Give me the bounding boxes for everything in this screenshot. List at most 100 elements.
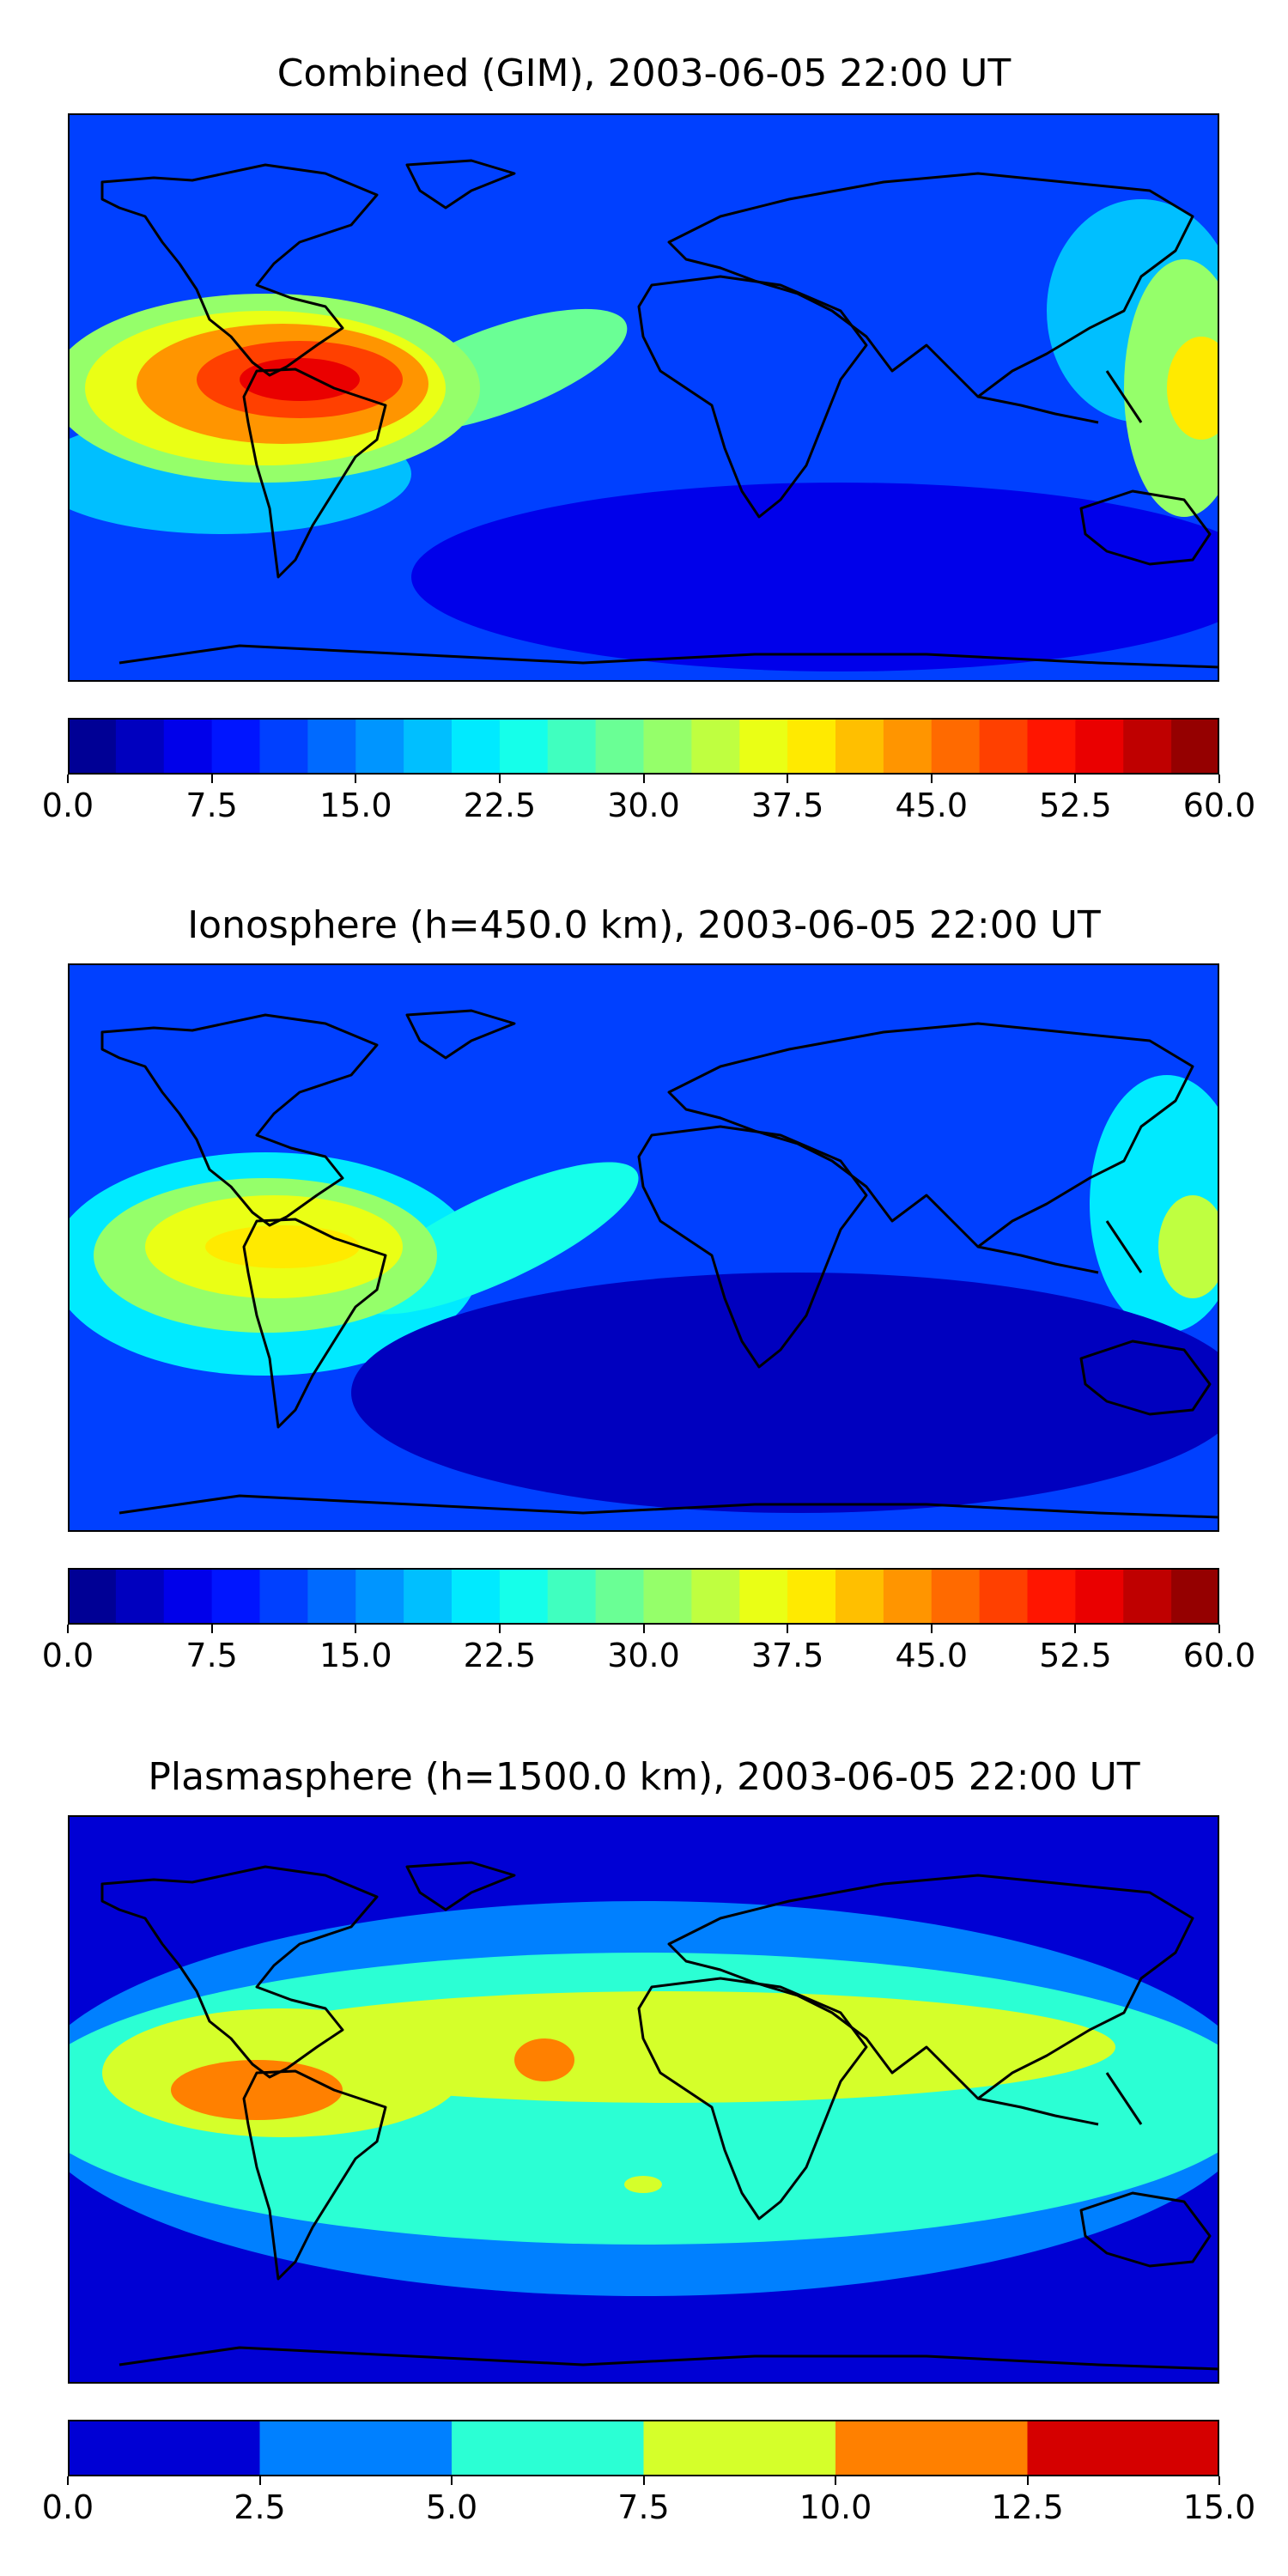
coastline-1 [242, 368, 387, 579]
colorbar-tick-label: 7.5 [185, 1637, 238, 1674]
coastline-5 [1079, 489, 1212, 566]
colorbar-segment-20 [1027, 718, 1076, 775]
colorbar-segment-4 [259, 1568, 308, 1625]
colorbar-segment-18 [931, 1568, 981, 1625]
coastline-1 [242, 2069, 387, 2281]
colorbar-segment-12 [643, 718, 692, 775]
colorbar-segment-10 [547, 1568, 597, 1625]
panel3-colorbar-svg [68, 2420, 1220, 2476]
coastline-8 [1105, 1220, 1143, 1273]
colorbar-tick-mark [67, 775, 69, 783]
colorbar-tick-mark [67, 1625, 69, 1633]
colorbar-segment-13 [691, 1568, 740, 1625]
coastline-5 [1079, 2191, 1212, 2268]
colorbar-tick-label: 7.5 [617, 2488, 670, 2526]
colorbar-segment-15 [787, 718, 836, 775]
coastline-8 [1105, 2072, 1143, 2125]
colorbar-segment-18 [931, 718, 981, 775]
contour-level-7-0 [351, 1273, 1219, 1513]
colorbar-tick-mark [498, 1625, 501, 1633]
colorbar-segment-23 [1171, 1568, 1220, 1625]
colorbar-segment-15 [787, 1568, 836, 1625]
colorbar-tick-mark [787, 775, 789, 783]
colorbar-tick-label: 37.5 [750, 787, 824, 824]
coastline-6 [118, 1494, 1219, 1519]
colorbar-segment-8 [452, 1568, 501, 1625]
colorbar-segment-8 [452, 718, 501, 775]
colorbar-tick-label: 37.5 [750, 1637, 824, 1674]
colorbar-segment-14 [739, 718, 788, 775]
map-frame [68, 113, 1219, 682]
colorbar-segment-17 [883, 718, 933, 775]
colorbar-tick-mark [1074, 775, 1077, 783]
colorbar-segment-1 [259, 2420, 453, 2476]
colorbar-tick-mark [642, 1625, 645, 1633]
colorbar-tick-mark [258, 2476, 261, 2485]
colorbar-segment-16 [835, 718, 884, 775]
colorbar-tick-mark [67, 2476, 69, 2485]
coastline-4 [637, 1977, 868, 2221]
colorbar-segment-3 [211, 1568, 260, 1625]
colorbar-segment-4 [835, 2420, 1028, 2476]
colorbar-segment-4 [259, 718, 308, 775]
coastline-4 [637, 275, 868, 519]
colorbar-tick-label: 22.5 [463, 1637, 537, 1674]
map-frame [68, 963, 1219, 1532]
colorbar-segment-5 [307, 1568, 356, 1625]
colorbar-tick-label: 45.0 [895, 787, 969, 824]
panel2-colorbar [68, 1568, 1220, 1625]
panel2-colorbar-svg [68, 1568, 1220, 1625]
colorbar-tick-label: 2.5 [234, 2488, 286, 2526]
field-group [68, 963, 1219, 1532]
colorbar-segment-22 [1123, 1568, 1172, 1625]
colorbar-tick-mark [642, 2476, 645, 2485]
colorbar-tick-mark [451, 2476, 453, 2485]
contour-level-8-0 [240, 358, 360, 401]
coastline-4 [637, 1125, 868, 1369]
colorbar-segment-19 [979, 718, 1028, 775]
colorbar-segment-0 [68, 718, 117, 775]
colorbar-tick-label: 60.0 [1182, 1637, 1256, 1674]
field-group [68, 113, 1219, 682]
panel1-map [68, 113, 1219, 682]
colorbar-frame [68, 718, 1219, 775]
colorbar-tick-label: 12.5 [991, 2488, 1064, 2526]
panel2-map-svg [68, 963, 1219, 1532]
colorbar-segment-5 [307, 718, 356, 775]
colorbar-tick-label: 52.5 [1039, 787, 1112, 824]
panel2-title: Ionosphere (h=450.0 km), 2003-06-05 22:0… [187, 903, 1101, 947]
colorbar-tick-mark [498, 775, 501, 783]
coastline-7 [977, 2097, 1099, 2126]
coastline-2 [405, 1861, 516, 1911]
map-frame [68, 1815, 1219, 2384]
colorbar-segment-2 [163, 1568, 213, 1625]
colorbar-tick-label: 0.0 [41, 787, 94, 824]
panel3-map-svg [68, 1815, 1219, 2384]
colorbar-segment-10 [547, 718, 597, 775]
contour-level-4-1 [514, 2038, 574, 2081]
colorbar-tick-mark [787, 1625, 789, 1633]
colorbar-tick-label: 15.0 [1182, 2488, 1256, 2526]
colorbar-segment-3 [211, 718, 260, 775]
colorbar-tick-mark [930, 1625, 933, 1633]
colorbar-segment-21 [1075, 1568, 1124, 1625]
colorbar-segment-9 [499, 1568, 549, 1625]
colorbar-tick-label: 52.5 [1039, 1637, 1112, 1674]
colorbar-segment-7 [404, 718, 453, 775]
colorbar-segment-0 [68, 2420, 260, 2476]
colorbar-frame [68, 1568, 1219, 1625]
colorbar-tick-mark [355, 1625, 357, 1633]
colorbar-segment-17 [883, 1568, 933, 1625]
colorbar-tick-label: 10.0 [799, 2488, 872, 2526]
coastline-2 [405, 1009, 516, 1060]
colorbar-segment-11 [595, 1568, 644, 1625]
colorbar-tick-label: 5.0 [425, 2488, 478, 2526]
coastline-6 [118, 644, 1219, 669]
panel1-colorbar [68, 718, 1220, 775]
contour-level-4-0 [171, 2060, 343, 2120]
colorbar-tick-label: 0.0 [41, 2488, 94, 2526]
colorbar-tick-mark [835, 2476, 836, 2485]
colorbar-segment-12 [643, 1568, 692, 1625]
contour-level-9-0 [1167, 337, 1219, 440]
colorbar-tick-label: 45.0 [895, 1637, 969, 1674]
